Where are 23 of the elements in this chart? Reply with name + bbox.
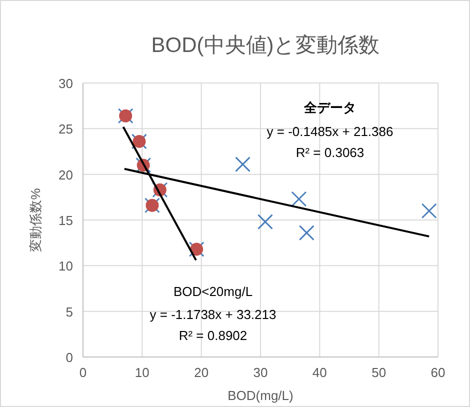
annotation: 全データ bbox=[303, 100, 356, 115]
y-tick-label: 25 bbox=[58, 122, 73, 137]
annotation: y = -1.1738x + 33.213 bbox=[150, 307, 276, 322]
x-tick-label: 50 bbox=[372, 365, 386, 380]
y-axis-title: 変動係数% bbox=[28, 188, 43, 252]
y-tick-label: 10 bbox=[58, 258, 73, 274]
annotation: R² = 0.8902 bbox=[178, 328, 248, 343]
chart-title: BOD(中央値)と変動係数 bbox=[151, 34, 380, 57]
x-tick-label: 10 bbox=[134, 365, 150, 380]
annotation: y = -0.1485x + 21.386 bbox=[266, 124, 394, 139]
y-tick-label: 20 bbox=[58, 167, 73, 182]
y-tick-label: 30 bbox=[58, 76, 73, 91]
x-axis-title: BOD(mg/L) bbox=[228, 388, 294, 403]
y-tick-label: 15 bbox=[58, 213, 73, 228]
x-tick-label: 0 bbox=[79, 365, 87, 380]
annotation: R² = 0.3063 bbox=[296, 145, 364, 160]
x-tick-label: 20 bbox=[194, 365, 209, 380]
annotation: BOD<20mg/L bbox=[173, 284, 253, 299]
x-tick-label: 30 bbox=[253, 365, 268, 380]
y-tick-label: 0 bbox=[66, 350, 73, 365]
x-tick-label: 40 bbox=[312, 365, 327, 380]
x-tick-label: 60 bbox=[430, 365, 446, 380]
y-tick-label: 5 bbox=[66, 304, 73, 320]
